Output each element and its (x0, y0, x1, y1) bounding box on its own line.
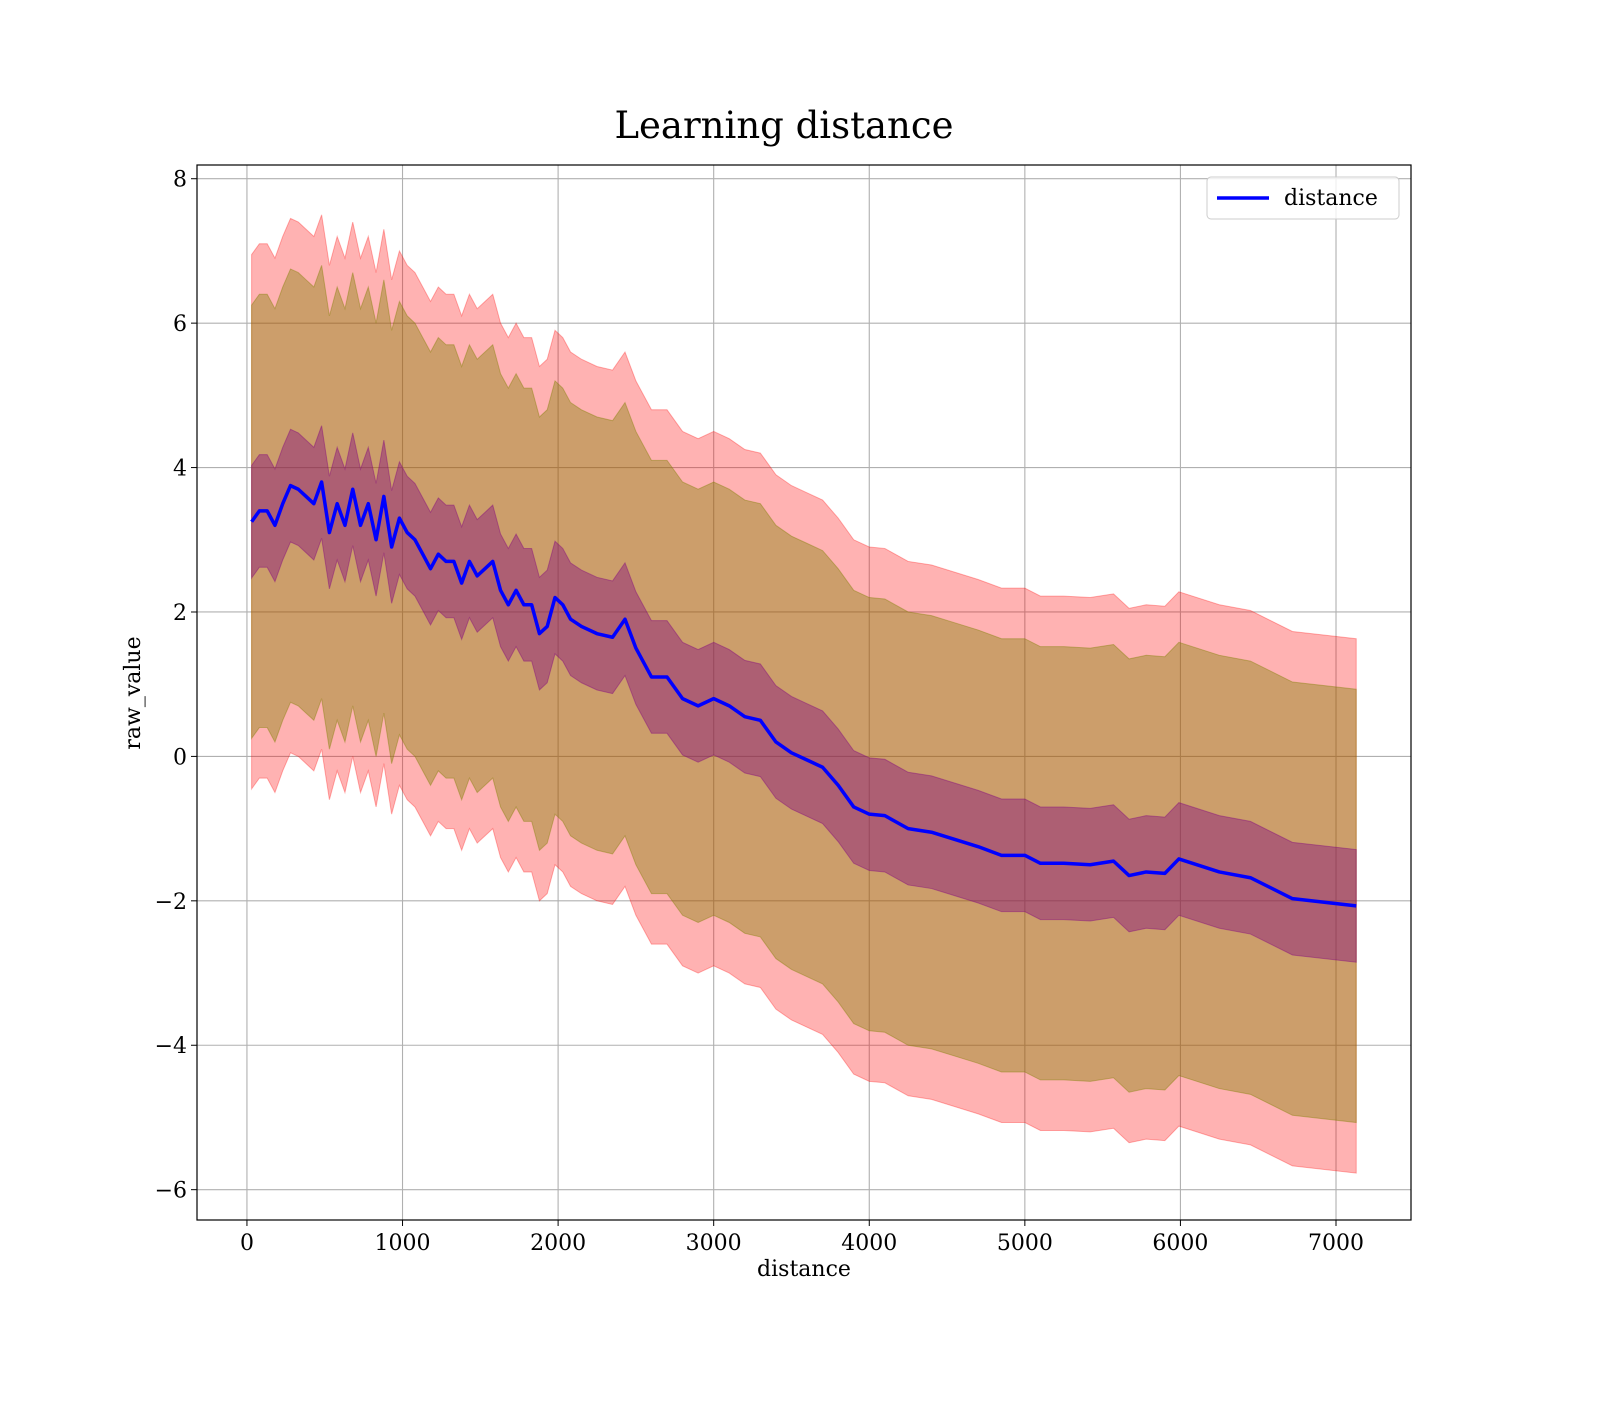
x-tick-label: 1000 (375, 1231, 431, 1256)
band (251, 265, 1357, 1124)
line (250, 480, 1357, 908)
chart-title: Learning distance (614, 104, 953, 147)
x-axis-label: distance (757, 1257, 851, 1282)
legend-label: distance (1284, 186, 1378, 211)
y-tick-label: −2 (155, 890, 187, 915)
y-tick-label: 6 (173, 312, 187, 337)
x-tick-label: 5000 (997, 1231, 1053, 1256)
y-tick-label: 4 (173, 457, 187, 482)
plot-frame (196, 164, 1412, 1221)
x-tick-label: 0 (240, 1231, 254, 1256)
x-tick-label: 7000 (1308, 1231, 1364, 1256)
x-tick-label: 3000 (686, 1231, 742, 1256)
y-axis-label: raw_value (121, 636, 146, 749)
grid (197, 165, 1411, 1220)
y-tick-label: 2 (173, 601, 187, 626)
y-tick-label: −4 (155, 1034, 187, 1059)
band (251, 214, 1357, 1174)
x-tick-label: 6000 (1152, 1231, 1208, 1256)
y-tick-label: 0 (173, 745, 187, 770)
x-tick-label: 2000 (530, 1231, 586, 1256)
legend: distance (1206, 176, 1400, 220)
y-tick-label: 8 (173, 168, 187, 193)
band (251, 425, 1357, 963)
legend-box (1206, 176, 1400, 220)
x-tick-label: 4000 (841, 1231, 897, 1256)
y-tick-label: −6 (155, 1179, 187, 1204)
